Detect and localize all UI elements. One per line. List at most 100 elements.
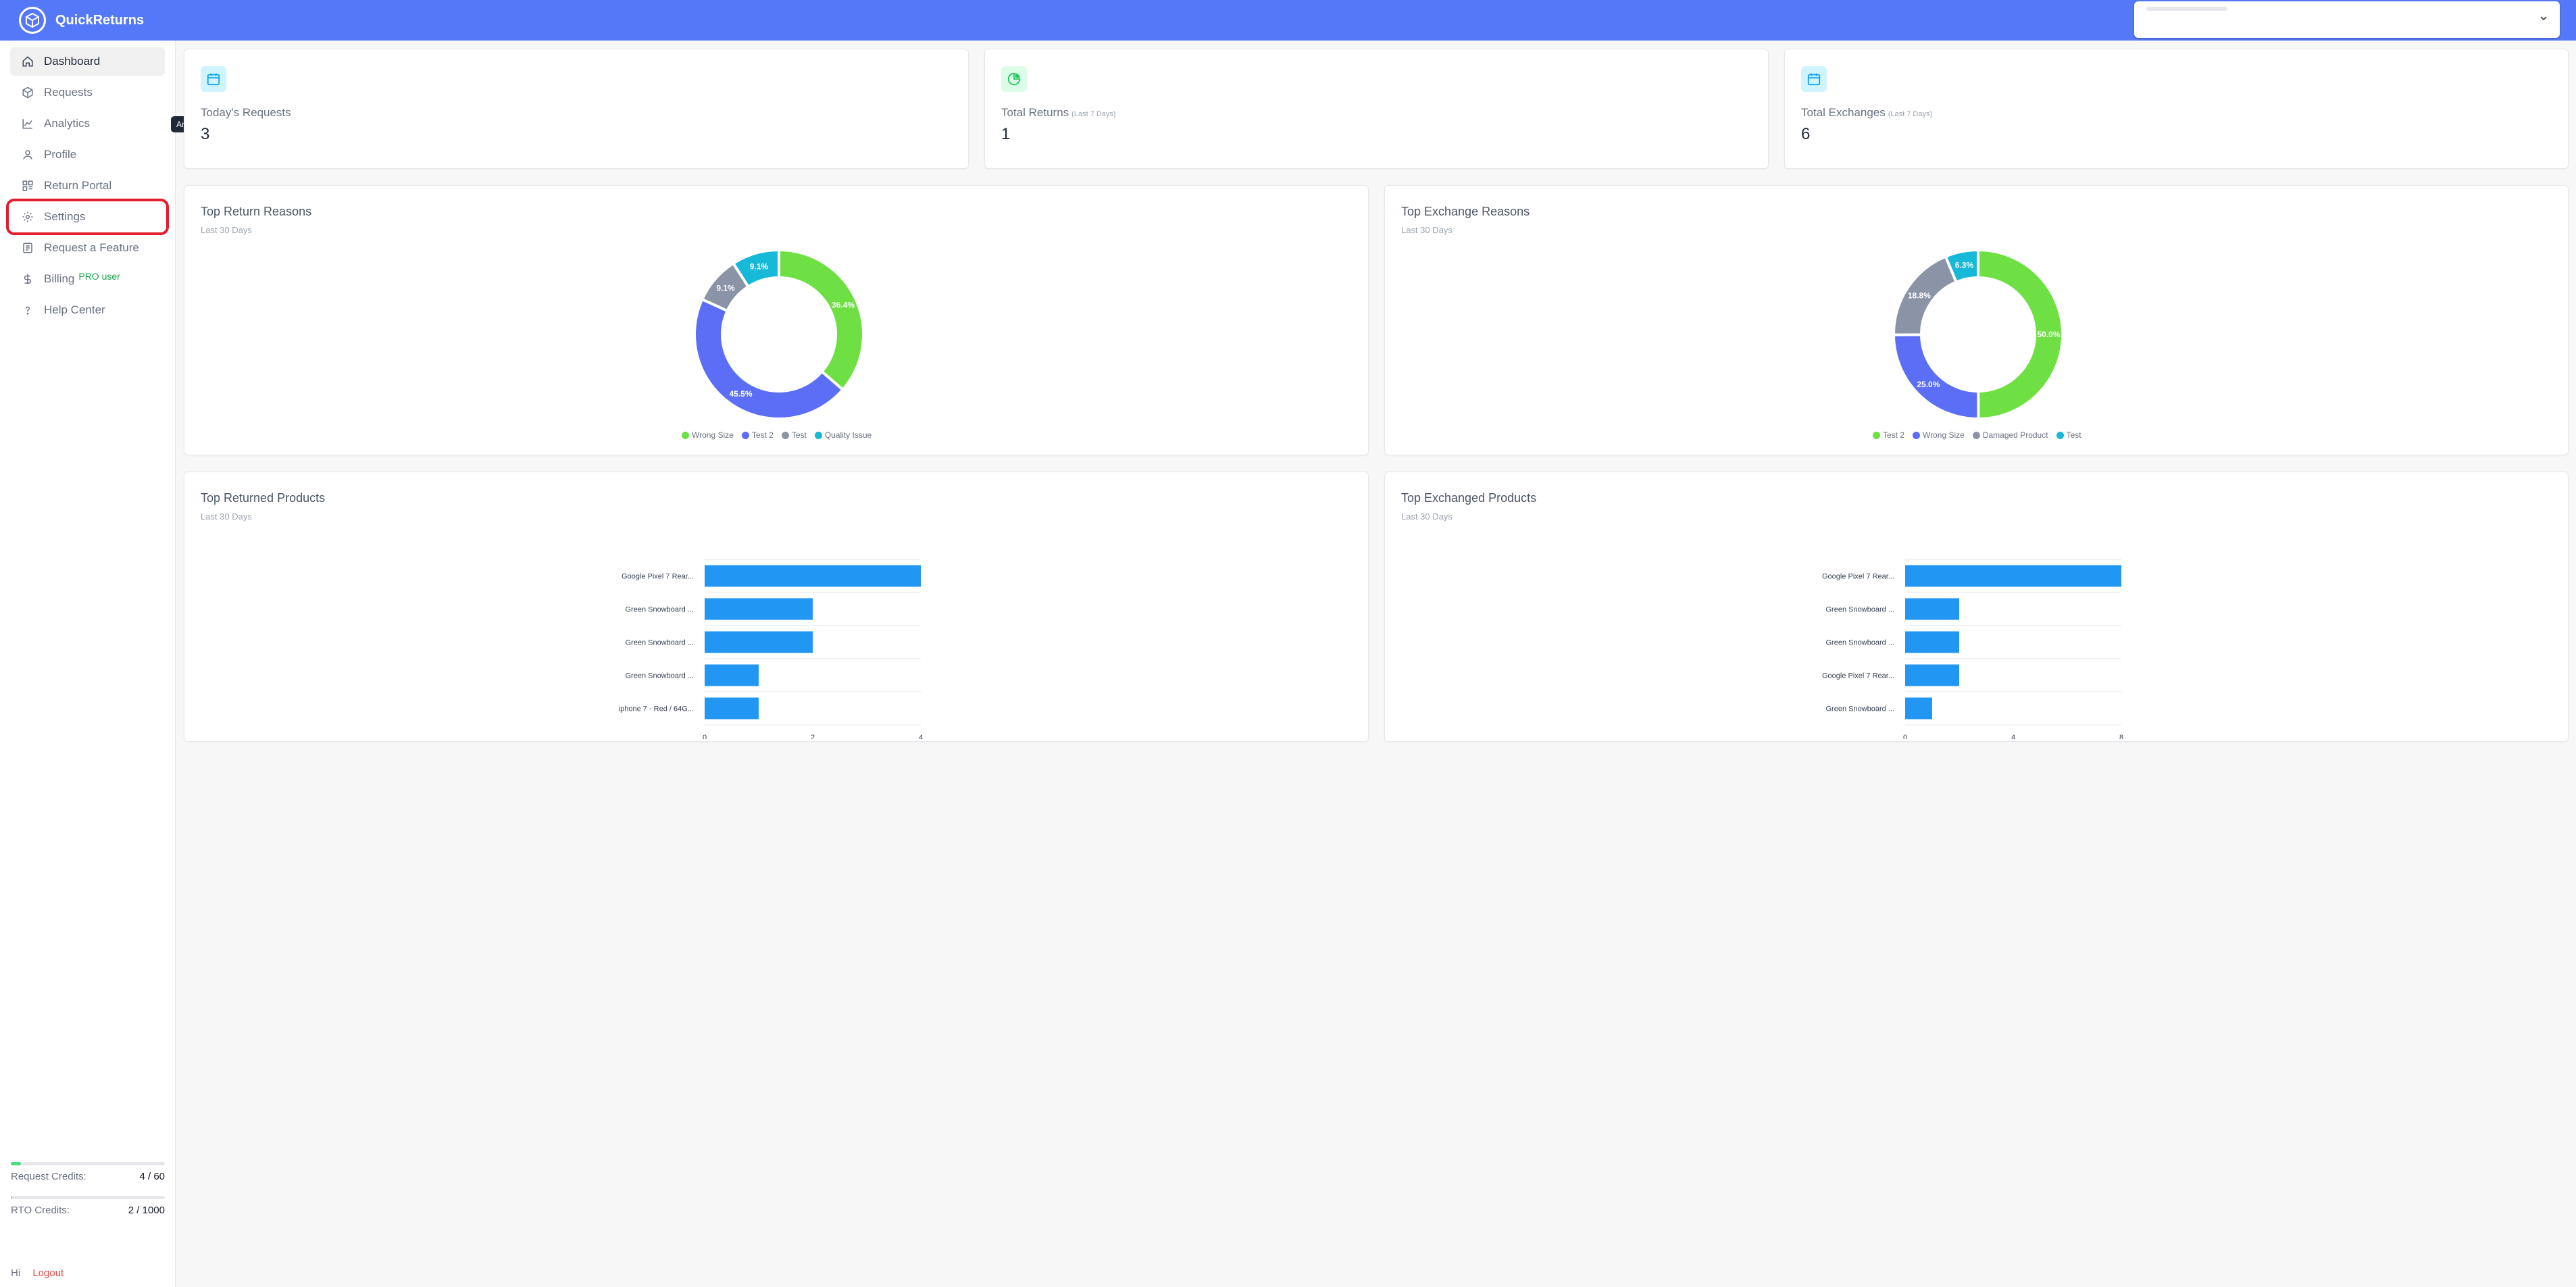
slice-label: 9.1% [716, 284, 735, 293]
store-placeholder [2146, 7, 2227, 11]
legend-item[interactable]: Test 2 [741, 430, 774, 440]
user-row: Hi Logout [11, 1267, 64, 1279]
feature-icon [21, 241, 34, 255]
donut-slice[interactable] [1977, 248, 2064, 421]
donut-slice[interactable] [1892, 333, 1980, 420]
category-label: iphone 7 - Red / 64G... [619, 705, 694, 713]
stat-card-total-returns: Total Returns (Last 7 Days) 1 [984, 49, 1769, 169]
bar[interactable] [705, 664, 759, 686]
bar[interactable] [705, 697, 759, 720]
top-return-reasons-card: Top Return Reasons Last 30 Days 36.4% 45.… [184, 185, 1369, 455]
rto-credits-bar [11, 1196, 165, 1199]
card-title: Top Exchange Reasons [1401, 205, 1530, 218]
x-tick-label: 0 [703, 734, 707, 739]
legend-item[interactable]: Quality Issue [814, 430, 872, 440]
chevron-down-icon [2538, 13, 2549, 27]
category-label: Green Snowboard ... [1825, 705, 1894, 713]
sidebar-item-label: Settings [44, 210, 86, 223]
sidebar-item-label: Billing [44, 272, 75, 285]
rto-credits: RTO Credits: 2 / 1000 [11, 1196, 165, 1216]
calendar-icon [201, 66, 226, 92]
slice-label: 50.0% [2037, 330, 2060, 339]
slice-label: 6.3% [1955, 261, 1974, 270]
request-credits: Request Credits: 4 / 60 [11, 1162, 165, 1182]
brand[interactable]: QuickReturns [19, 7, 144, 34]
slice-label: 25.0% [1917, 380, 1940, 389]
request-credits-value: 4 / 60 [139, 1171, 165, 1182]
sidebar-item-help-center[interactable]: Help Center [10, 296, 165, 324]
donut-chart: 50.0% 25.0% 18.8% 6.3% [1892, 248, 2064, 421]
rto-credits-label: RTO Credits: [11, 1205, 70, 1216]
calendar-icon [1801, 66, 1827, 92]
box-icon [21, 86, 34, 99]
logout-link[interactable]: Logout [32, 1267, 64, 1279]
slice-label: 18.8% [1908, 291, 1931, 300]
grid-icon [21, 179, 34, 193]
bar[interactable] [1905, 664, 1959, 686]
category-label: Green Snowboard ... [625, 606, 694, 614]
request-credits-bar [11, 1162, 165, 1165]
app-name: QuickReturns [55, 12, 145, 28]
stat-card-todays-requests: Today's Requests 3 [184, 49, 969, 169]
sidebar-item-request-feature[interactable]: Request a Feature [10, 234, 165, 262]
category-label: Green Snowboard ... [1825, 639, 1894, 647]
slice-label: 45.5% [729, 389, 752, 399]
legend-item[interactable]: Wrong Size [1913, 430, 1965, 440]
slice-label: 36.4% [832, 301, 855, 310]
top-exchange-reasons-card: Top Exchange Reasons Last 30 Days 50.0% 2… [1384, 185, 2569, 455]
legend-item[interactable]: Test [781, 430, 807, 440]
chart-legend: Test 2 Wrong Size Damaged Product Test [1873, 430, 2081, 440]
stat-value: 3 [201, 125, 210, 143]
home-icon [21, 55, 34, 68]
bar[interactable] [1905, 631, 1959, 653]
sidebar-item-label: Dashboard [44, 55, 101, 68]
x-tick-label: 8 [2119, 734, 2123, 739]
bar-chart: Google Pixel 7 Rear... Green Snowboard ..… [1822, 559, 2123, 739]
request-credits-fill [11, 1162, 22, 1165]
category-label: Green Snowboard ... [625, 639, 694, 647]
card-subtitle: Last 30 Days [1401, 511, 1453, 522]
bar[interactable] [705, 565, 921, 587]
sidebar-item-analytics[interactable]: Analytics [10, 109, 165, 138]
stat-card-total-exchanges: Total Exchanges (Last 7 Days) 6 [1784, 49, 2569, 169]
x-tick-label: 4 [919, 734, 923, 739]
sidebar-item-return-portal[interactable]: Return Portal [10, 172, 165, 200]
donut-slice[interactable] [731, 248, 780, 289]
sidebar-item-requests[interactable]: Requests [10, 78, 165, 107]
stat-label: Today's Requests [201, 106, 291, 119]
sidebar-item-settings[interactable]: Settings [6, 199, 169, 235]
card-title: Top Exchanged Products [1401, 491, 1537, 505]
sidebar-item-dashboard[interactable]: Dashboard [10, 47, 165, 76]
legend-item[interactable]: Test 2 [1873, 430, 1904, 440]
donut-slice[interactable] [778, 248, 865, 392]
chart-legend: Wrong Size Test 2 Test Quality Issue [682, 430, 872, 440]
legend-item[interactable]: Damaged Product [1972, 430, 2048, 440]
x-tick-label: 0 [1903, 734, 1907, 739]
sidebar-item-billing[interactable]: Billing PRO user [10, 265, 165, 293]
stat-value: 6 [1801, 125, 1811, 143]
stat-label: Total Exchanges (Last 7 Days) [1801, 106, 1933, 119]
bar[interactable] [1905, 565, 2121, 587]
user-icon [21, 148, 34, 161]
legend-item[interactable]: Test [2056, 430, 2081, 440]
top-returned-products-card: Top Returned Products Last 30 Days Googl… [184, 472, 1369, 742]
slice-label: 9.1% [750, 262, 769, 272]
dollar-icon [21, 272, 34, 286]
bar[interactable] [1905, 697, 1932, 720]
bar[interactable] [705, 598, 813, 620]
top-exchanged-products-card: Top Exchanged Products Last 30 Days Goog… [1384, 472, 2569, 742]
top-bar: QuickReturns [0, 0, 2576, 41]
store-select[interactable] [2134, 1, 2560, 38]
pie-chart-icon [1001, 66, 1027, 92]
donut-slice[interactable] [693, 297, 845, 420]
donut-slice[interactable] [1944, 248, 1979, 284]
category-label: Google Pixel 7 Rear... [622, 573, 694, 581]
sidebar-nav: Dashboard Requests Analytics Profile Ret… [0, 47, 175, 324]
category-label: Google Pixel 7 Rear... [1822, 672, 1894, 680]
sidebar-item-profile[interactable]: Profile [10, 141, 165, 169]
bar[interactable] [705, 631, 813, 653]
x-tick-label: 4 [2011, 734, 2015, 739]
legend-item[interactable]: Wrong Size [682, 430, 734, 440]
bar[interactable] [1905, 598, 1959, 620]
stat-value: 1 [1001, 125, 1011, 143]
